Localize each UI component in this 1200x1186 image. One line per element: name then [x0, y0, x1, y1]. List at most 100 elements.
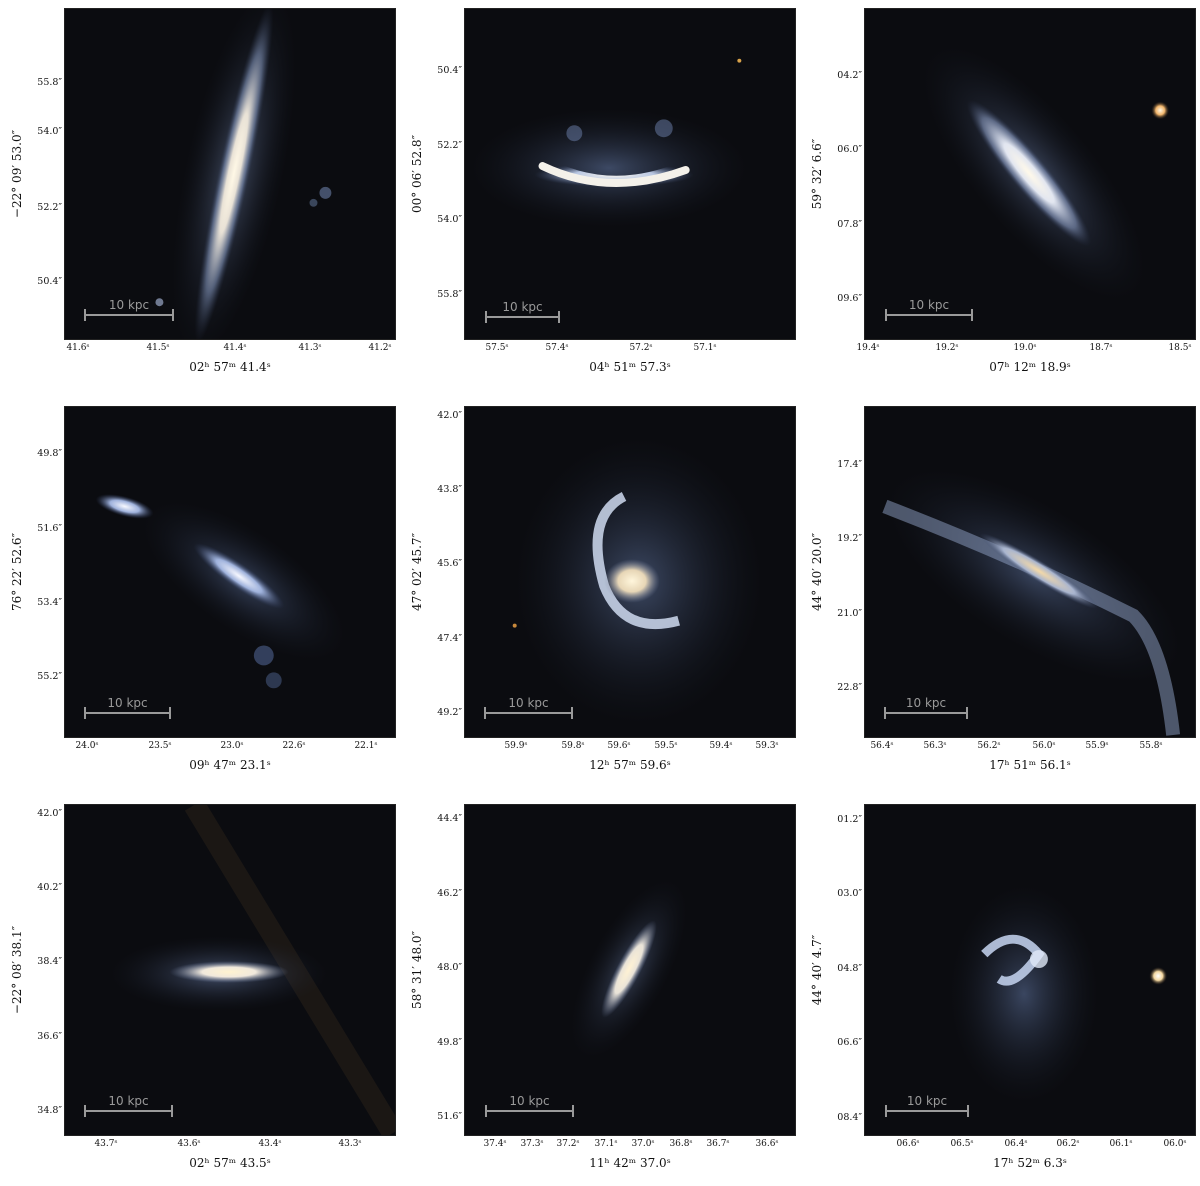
x-tick-label: 37.4ˢ: [483, 1139, 507, 1149]
galaxy-image: [64, 804, 396, 1136]
x-tick-label: 06.0ˢ: [1163, 1139, 1187, 1149]
x-tick-label: 37.2ˢ: [556, 1139, 580, 1149]
compact-edge-on-galaxy-image: [570, 879, 688, 1059]
scale-bar-label: 10 kpc: [908, 298, 950, 312]
tidal-tail-galaxy-image: [882, 468, 1182, 736]
y-tick-label: 34.8″: [37, 1105, 62, 1116]
y-tick-label: 51.6″: [37, 523, 62, 534]
dec-axis-label: 58° 31′ 48.0″: [410, 930, 424, 1010]
y-tick-label: 43.8″: [437, 484, 462, 495]
x-tick-label: 59.9ˢ: [504, 741, 528, 751]
y-tick-label: 44.4″: [437, 813, 462, 824]
irregular-galaxy-image: [95, 494, 346, 689]
x-tick-label: 19.2ˢ: [935, 343, 959, 353]
y-tick-label: 50.4″: [437, 65, 462, 76]
scale-bar-label: 10 kpc: [906, 1094, 948, 1108]
scale-bar: 10 kpc: [885, 298, 973, 321]
galaxy-panel-1: −22° 09′ 53.0″ 10 kpc 55.8″ 54.0″ 52.2″ …: [0, 0, 400, 390]
y-tick-label: 50.4″: [37, 276, 62, 287]
scale-bar: 10 kpc: [885, 1094, 969, 1117]
y-tick-label: 03.0″: [837, 888, 862, 899]
clumpy-galaxy-image: [949, 884, 1168, 1104]
x-tick-label: 19.4ˢ: [856, 343, 880, 353]
galaxy-image: [464, 8, 796, 340]
scale-bar: 10 kpc: [84, 696, 171, 719]
y-tick-label: 01.2″: [837, 814, 862, 825]
y-tick-label: 04.8″: [837, 963, 862, 974]
ra-axis-label: 17ʰ 51ᵐ 56.1ˢ: [989, 758, 1071, 772]
x-tick-label: 36.6ˢ: [755, 1139, 779, 1149]
x-tick-label: 43.6ˢ: [177, 1139, 201, 1149]
galaxy-image: [464, 406, 796, 738]
x-tick-label: 18.7ˢ: [1089, 343, 1113, 353]
x-tick-label: 57.2ˢ: [629, 343, 653, 353]
y-tick-label: 08.4″: [837, 1112, 862, 1123]
x-tick-label: 41.6ˢ: [66, 343, 90, 353]
x-tick-label: 56.2ˢ: [977, 741, 1001, 751]
y-tick-label: 42.0″: [37, 808, 62, 819]
y-tick-label: 22.8″: [837, 682, 862, 693]
galaxy-panel-5: 47° 02′ 45.7″ 10 kpc 42.0″ 43.8″ 45.6″ 4…: [400, 398, 800, 788]
galaxy-panel-9: 44° 40′ 4.7″ 10 kpc 01.2″ 03.0″ 04.8″ 06…: [800, 796, 1200, 1186]
y-tick-label: 09.6″: [837, 293, 862, 304]
galaxy-image: [864, 406, 1196, 738]
scale-bar-label: 10 kpc: [108, 298, 150, 312]
x-tick-label: 41.3ˢ: [298, 343, 322, 353]
galaxy-image: [64, 8, 396, 340]
disturbed-galaxy-image: [109, 805, 395, 1135]
scale-bar: 10 kpc: [84, 1094, 173, 1117]
ra-axis-label: 07ʰ 12ᵐ 18.9ˢ: [989, 360, 1071, 374]
dec-axis-label: 76° 22′ 52.6″: [10, 532, 24, 612]
x-tick-label: 19.0ˢ: [1013, 343, 1037, 353]
y-tick-label: 55.8″: [437, 289, 462, 300]
y-tick-label: 17.4″: [837, 459, 862, 470]
x-tick-label: 06.6ˢ: [896, 1139, 920, 1149]
x-tick-label: 37.1ˢ: [594, 1139, 618, 1149]
x-tick-label: 24.0ˢ: [75, 741, 99, 751]
x-tick-label: 59.6ˢ: [607, 741, 631, 751]
x-tick-label: 56.4ˢ: [870, 741, 894, 751]
curved-galaxy-image: [469, 58, 749, 228]
ra-axis-label: 02ʰ 57ᵐ 43.5ˢ: [189, 1156, 271, 1170]
scale-bar: 10 kpc: [884, 696, 968, 719]
x-tick-label: 06.4ˢ: [1004, 1139, 1028, 1149]
y-tick-label: 45.6″: [437, 558, 462, 569]
ra-axis-label: 11ʰ 42ᵐ 37.0ˢ: [589, 1156, 671, 1170]
scale-bar-label: 10 kpc: [108, 1094, 149, 1108]
x-tick-label: 37.0ˢ: [631, 1139, 655, 1149]
x-tick-label: 22.6ˢ: [282, 741, 306, 751]
scale-bar-label: 10 kpc: [905, 696, 947, 710]
y-tick-label: 52.2″: [37, 202, 62, 213]
x-tick-label: 43.7ˢ: [94, 1139, 118, 1149]
x-tick-label: 55.8ˢ: [1139, 741, 1163, 751]
galaxy-image: [864, 8, 1196, 340]
y-tick-label: 36.6″: [37, 1031, 62, 1042]
x-tick-label: 41.2ˢ: [368, 343, 392, 353]
x-tick-label: 18.5ˢ: [1168, 343, 1192, 353]
x-tick-label: 36.7ˢ: [706, 1139, 730, 1149]
x-tick-label: 41.5ˢ: [146, 343, 170, 353]
galaxy-panel-7: −22° 08′ 38.1″ 10 kpc 42.0″ 40.2″ 38.4″ …: [0, 796, 400, 1186]
dec-axis-label: 00° 06′ 52.8″: [410, 134, 424, 214]
x-tick-label: 06.1ˢ: [1109, 1139, 1133, 1149]
x-tick-label: 59.4ˢ: [709, 741, 733, 751]
y-tick-label: 49.8″: [437, 1037, 462, 1048]
dec-axis-label: 44° 40′ 20.0″: [810, 532, 824, 612]
ra-axis-label: 02ʰ 57ᵐ 41.4ˢ: [189, 360, 271, 374]
x-tick-label: 06.5ˢ: [950, 1139, 974, 1149]
galaxy-panel-3: 59° 32′ 6.6″ 10 kpc 04.2″ 06.0″ 07.8″ 09…: [800, 0, 1200, 390]
x-tick-label: 41.4ˢ: [223, 343, 247, 353]
y-tick-label: 51.6″: [437, 1111, 462, 1122]
y-tick-label: 06.0″: [837, 144, 862, 155]
y-tick-label: 42.0″: [437, 410, 462, 421]
ra-axis-label: 17ʰ 52ᵐ 6.3ˢ: [993, 1156, 1067, 1170]
y-tick-label: 52.2″: [437, 140, 462, 151]
galaxy-image: [864, 804, 1196, 1136]
x-tick-label: 06.2ˢ: [1056, 1139, 1080, 1149]
dec-axis-label: −22° 08′ 38.1″: [10, 925, 24, 1015]
y-tick-label: 04.2″: [837, 70, 862, 81]
scale-bar-label: 10 kpc: [107, 696, 148, 710]
x-tick-label: 23.0ˢ: [220, 741, 244, 751]
inclined-galaxy-image: [922, 45, 1170, 301]
x-tick-label: 43.4ˢ: [258, 1139, 282, 1149]
